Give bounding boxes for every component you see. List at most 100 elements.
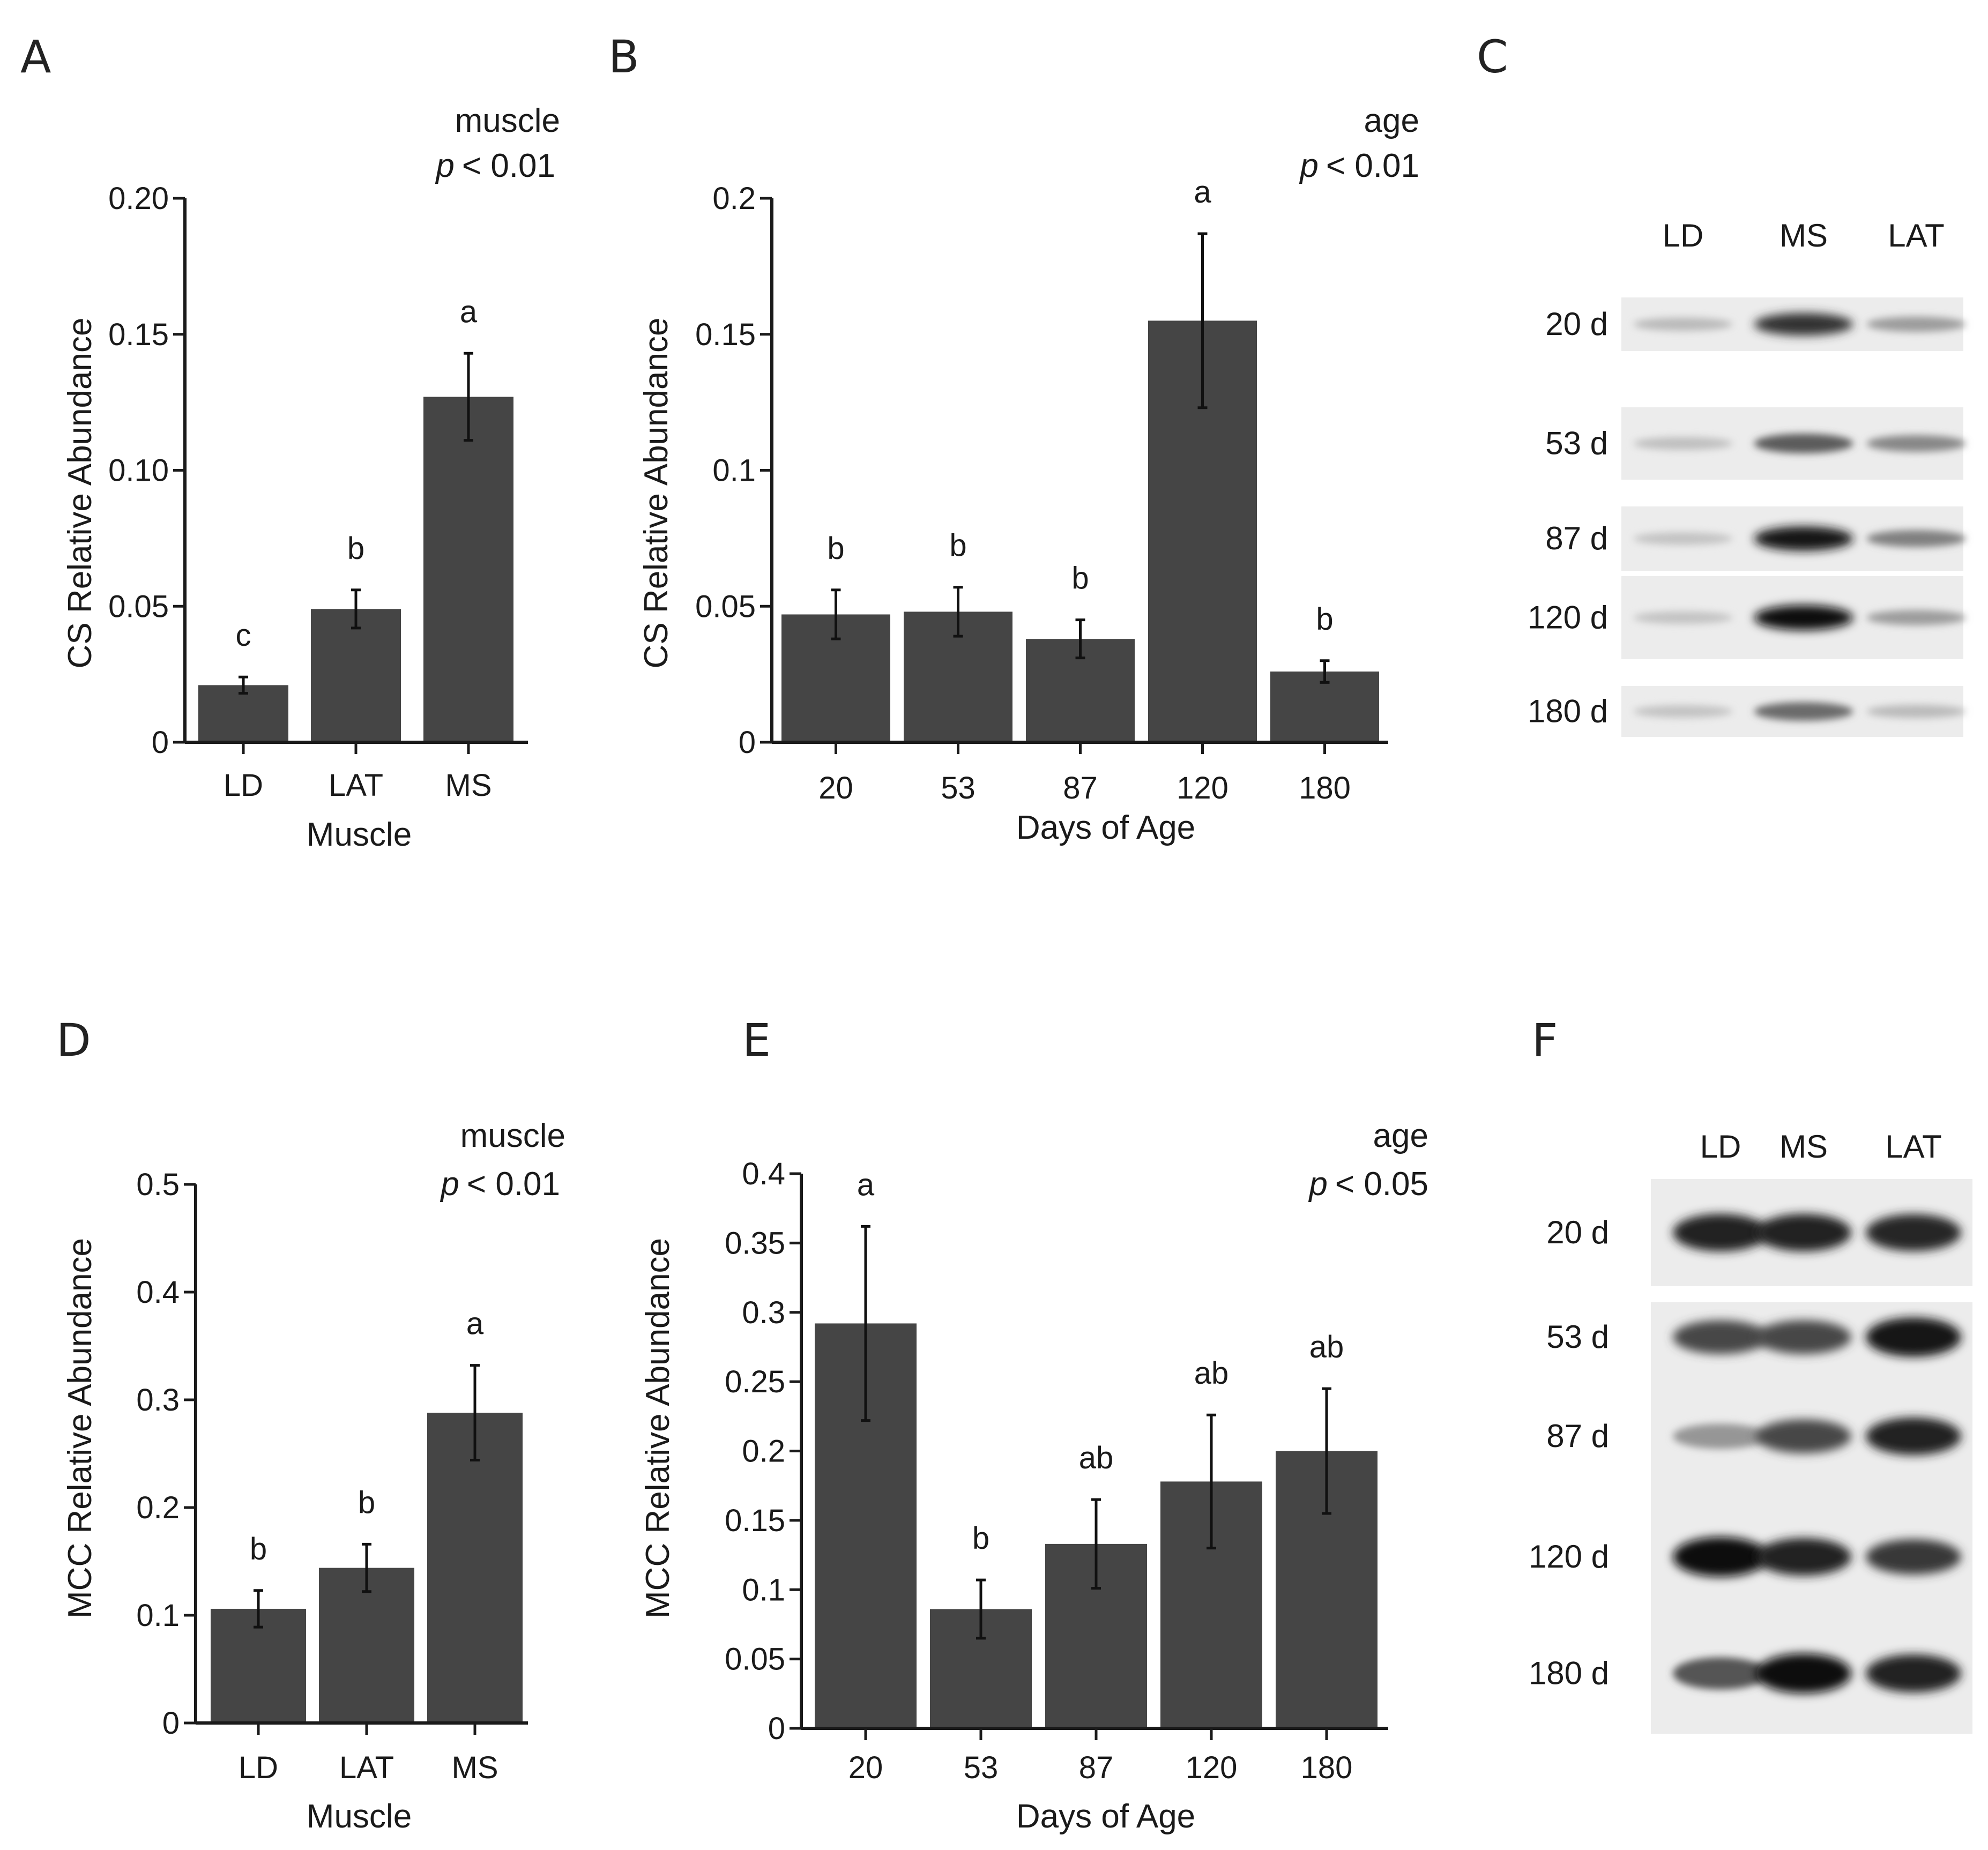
panel-f-blot-band (1756, 1419, 1851, 1453)
panel-e-p-text: < 0.05 (1335, 1166, 1428, 1203)
panel-b-error-bar (953, 586, 963, 638)
panel-f-blot-row: 87 d (1546, 1372, 1972, 1501)
panel-b-error-bar (1320, 659, 1330, 684)
panel-c-blot: C LD MS LAT 20 d 53 d 87 d 120 d 180 d (1477, 31, 1966, 737)
panel-c-blot-band (1754, 702, 1853, 721)
panel-c-blot-band (1866, 610, 1966, 625)
panel-b-error-bar (831, 588, 841, 640)
panel-a-significance-letter: c (236, 618, 251, 653)
panel-b-letter: B (608, 31, 639, 83)
panel-b-y-tick-label: 0.15 (695, 317, 756, 352)
panel-f-blot-band (1866, 1539, 1961, 1575)
panel-c-lane-label: MS (1779, 218, 1828, 253)
panel-f-blot-band (1673, 1320, 1768, 1354)
panel-b-p-symbol: p (1299, 147, 1318, 184)
panel-f-blot-band (1673, 1423, 1768, 1449)
panel-f-lane-label: LD (1700, 1129, 1741, 1165)
panel-c-blot-band (1633, 705, 1733, 718)
panel-e-y-tick-label: 0.3 (742, 1295, 785, 1330)
panel-a-y-axis-title: CS Relative Abundance (62, 318, 99, 669)
panel-f-blot-row: 20 d (1546, 1179, 1972, 1286)
panel-e-error-bar (976, 1578, 986, 1640)
panel-c-lane-label: LAT (1888, 218, 1945, 253)
panel-d-error-bar (362, 1542, 371, 1593)
panel-e-y-tick-label: 0.1 (742, 1572, 785, 1607)
panel-a-x-tick-label: LD (224, 768, 263, 803)
panel-c-blot-band (1633, 437, 1733, 450)
panel-b-chart: B age p < 0.01 CS Relative Abundance Days… (608, 31, 1419, 846)
panel-f-row-label: 120 d (1529, 1539, 1609, 1575)
panel-a-plot: c LD b LAT a MS 0 0.05 0.10 0.15 0.20 (108, 181, 528, 803)
panel-f-blot-band (1866, 1317, 1961, 1357)
panel-f-blot-band (1756, 1538, 1851, 1576)
panel-c-row-label: 120 d (1528, 600, 1608, 636)
panel-e-x-tick-label: 120 (1186, 1750, 1238, 1785)
panel-f-lane-label: MS (1779, 1129, 1828, 1165)
panel-a-y-tick-label: 0.15 (108, 317, 169, 352)
panel-a-error-bar (464, 352, 473, 442)
panel-e-stat-label: age (1373, 1117, 1428, 1154)
panel-e-y-tick-label: 0.25 (725, 1364, 785, 1399)
panel-b-significance-letter: a (1194, 175, 1211, 210)
panel-a-stat-label: muscle (455, 102, 560, 139)
panel-d-y-axis-title: MCC Relative Abundance (62, 1238, 99, 1618)
panel-d-p-symbol: p (440, 1166, 459, 1203)
panel-c-blot-row: 180 d (1528, 686, 1966, 737)
panel-a-x-axis-title: Muscle (307, 816, 412, 853)
panel-a-error-bar (239, 675, 248, 695)
panel-d-y-tick-label: 0.1 (136, 1598, 180, 1633)
panel-b-significance-letter: b (827, 531, 844, 566)
panel-c-blot-row: 20 d (1545, 297, 1966, 351)
panel-f-blot-band (1866, 1214, 1961, 1251)
panel-a-bar (198, 685, 288, 742)
panel-e-significance-letter: ab (1194, 1356, 1229, 1391)
panel-f-blot-band (1756, 1213, 1851, 1252)
panel-e-y-tick-label: 0.15 (725, 1503, 785, 1538)
panel-c-blot-band (1633, 317, 1733, 331)
panel-e-error-bar (1322, 1387, 1331, 1515)
panel-f-blot-band (1866, 1417, 1961, 1456)
panel-f-row-label: 87 d (1546, 1418, 1609, 1454)
panel-f-row-label: 180 d (1529, 1655, 1609, 1691)
panel-f-row-label: 20 d (1546, 1214, 1609, 1250)
panel-e-y-tick-label: 0.05 (725, 1642, 785, 1677)
panel-c-blot-band (1754, 313, 1853, 335)
panel-b-x-tick-label: 180 (1299, 771, 1351, 805)
panel-e-y-tick-label: 0.35 (725, 1226, 785, 1260)
panel-a-p-text: < 0.01 (462, 147, 555, 184)
panel-e-error-bar (1091, 1498, 1101, 1590)
panel-b-x-tick-label: 20 (818, 771, 853, 805)
panel-d-y-tick-label: 0.3 (136, 1383, 180, 1418)
panel-f-blot-row: 180 d (1529, 1613, 1972, 1734)
panel-e-chart: E age p < 0.05 MCC Relative Abundance Day… (639, 1014, 1428, 1835)
panel-c-blot-row: 120 d (1528, 576, 1966, 659)
panel-f-blot-band (1673, 1536, 1768, 1577)
panel-f-blot-band (1756, 1320, 1851, 1354)
panel-c-blot-band (1754, 605, 1853, 630)
panel-b-error-bar (1075, 618, 1085, 660)
panel-d-x-tick-label: MS (452, 1750, 498, 1785)
panel-a-p-symbol: p (435, 147, 454, 184)
panel-d-significance-letter: a (466, 1307, 484, 1341)
panel-c-blot-band (1754, 434, 1853, 453)
panel-a-y-tick-label: 0.20 (108, 181, 169, 216)
panel-f-lane-label: LAT (1885, 1129, 1942, 1165)
panel-b-y-axis-title: CS Relative Abundance (638, 318, 675, 669)
panel-e-y-tick-label: 0.4 (742, 1157, 785, 1191)
panel-b-stat-label: age (1364, 102, 1419, 139)
panel-d-y-tick-label: 0.4 (136, 1275, 180, 1310)
panel-c-blot-band (1633, 611, 1733, 624)
panel-f-row-label: 53 d (1546, 1319, 1609, 1355)
panel-b-p-text: < 0.01 (1326, 147, 1419, 184)
panel-b-p-value: p < 0.01 (1299, 147, 1419, 184)
panel-c-letter: C (1477, 31, 1508, 83)
panel-c-row-label: 180 d (1528, 693, 1608, 729)
panel-b-plot: b 20 b 53 b 87 a 120 b 180 0 0.05 0.1 0.15 0.2 (695, 175, 1388, 805)
panel-d-bar (427, 1413, 523, 1723)
panel-e-y-axis-title: MCC Relative Abundance (639, 1238, 676, 1618)
panel-c-blot-band (1754, 526, 1853, 551)
panel-a-error-bar (351, 588, 361, 630)
panel-c-row-label: 87 d (1545, 520, 1608, 556)
panel-b-significance-letter: b (1071, 561, 1089, 596)
